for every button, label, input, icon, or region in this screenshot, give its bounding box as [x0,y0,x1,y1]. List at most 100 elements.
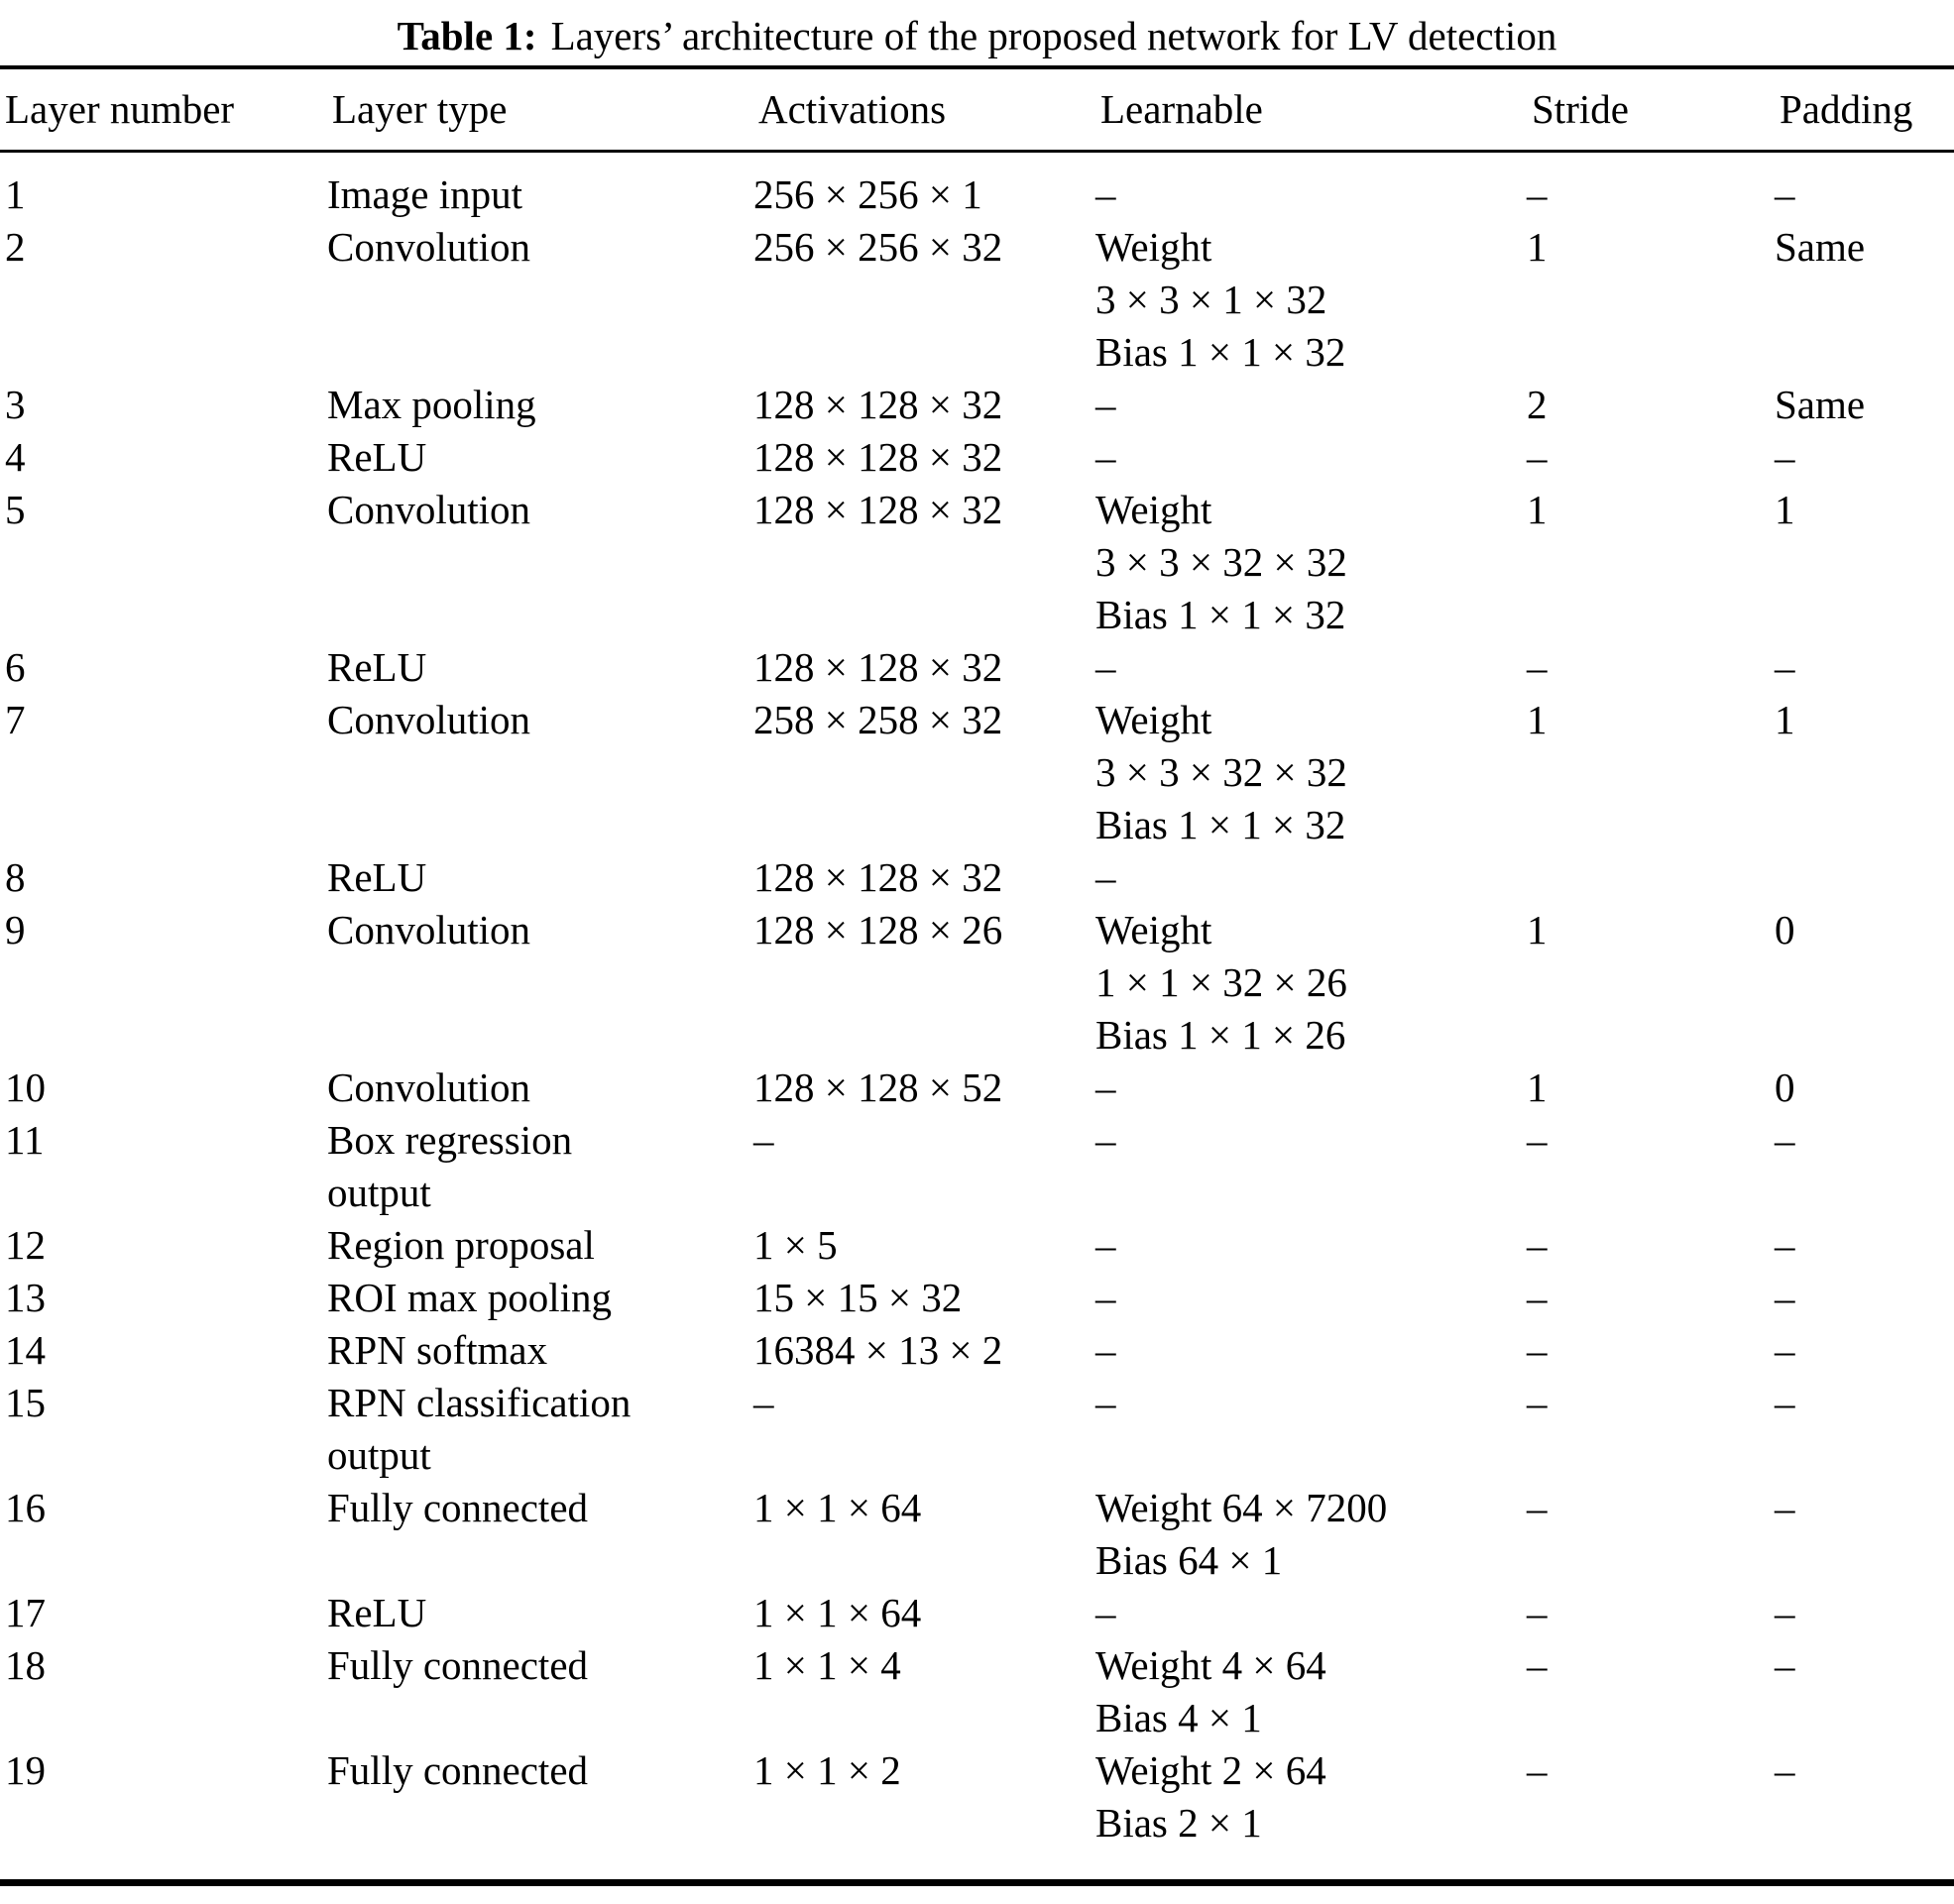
cell-line: 1 × 1 × 64 [753,1590,922,1635]
cell-learnable: Weight 3 × 3 × 32 × 32 Bias 1 × 1 × 32 [1095,694,1527,851]
table-row: 15 RPN classification output – – – – [5,1377,1954,1482]
cell-stride: 2 [1527,382,1548,427]
cell-line: ReLU [327,854,427,900]
table-row: 3 Max pooling 128 × 128 × 32 – 2 Same [5,379,1954,431]
cell-line: output [327,1170,431,1215]
cell-line: 256 × 256 × 1 [753,171,982,217]
cell-stride: – [1527,434,1548,480]
cell-padding: – [1775,1222,1795,1268]
cell-activations: 128 × 128 × 26 [753,904,1095,1062]
table-row: 18 Fully connected 1 × 1 × 4 Weight 4 × … [5,1639,1954,1744]
cell-line: – [1095,1380,1116,1425]
cell-padding: – [1775,1117,1795,1163]
cell-layer-number: 8 [5,854,26,900]
cell-line: Weight 2 × 64 [1095,1747,1326,1793]
cell-layer-number: 5 [5,487,26,532]
cell-stride: 1 [1527,907,1548,952]
cell-line: Convolution [327,487,531,532]
cell-layer-type: Box regression output [327,1114,753,1219]
cell-line: Bias 1 × 1 × 32 [1095,802,1346,847]
cell-layer-number: 7 [5,697,26,742]
cell-line: Convolution [327,1064,531,1110]
cell-layer-number: 18 [5,1642,46,1688]
table-row: 10 Convolution 128 × 128 × 52 – 1 0 [5,1062,1954,1114]
cell-activations: 256 × 256 × 32 [753,221,1095,379]
cell-layer-type: Convolution [327,484,753,641]
cell-layer-number: 2 [5,224,26,270]
cell-stride: 1 [1527,224,1548,270]
cell-stride: – [1527,171,1548,217]
table-row: 5 Convolution 128 × 128 × 32 Weight 3 × 3… [5,484,1954,641]
cell-line: ReLU [327,1590,427,1635]
cell-learnable: – [1095,168,1527,221]
cell-activations: 16384 × 13 × 2 [753,1324,1095,1377]
cell-activations: 128 × 128 × 32 [753,379,1095,431]
table-row: 19 Fully connected 1 × 1 × 2 Weight 2 × … [5,1744,1954,1849]
cell-line: Bias 64 × 1 [1095,1537,1283,1583]
column-header-layer-number: Layer number [5,86,235,132]
cell-activations: 128 × 128 × 32 [753,851,1095,904]
cell-line: 3 × 3 × 32 × 32 [1095,539,1347,585]
cell-learnable: – [1095,1377,1527,1482]
cell-stride: 1 [1527,1064,1548,1110]
table-row: 13 ROI max pooling 15 × 15 × 32 – – – [5,1272,1954,1324]
column-header-learnable: Learnable [1100,86,1263,132]
cell-layer-number: 15 [5,1380,46,1425]
cell-line: 1 × 1 × 2 [753,1747,901,1793]
cell-line: output [327,1432,431,1478]
cell-padding: – [1775,1747,1795,1793]
cell-line: – [1095,854,1116,900]
cell-line: – [1095,644,1116,690]
cell-activations: 128 × 128 × 32 [753,484,1095,641]
cell-layer-type: Fully connected [327,1744,753,1849]
column-header-activations: Activations [758,86,947,132]
cell-line: – [753,1380,774,1425]
cell-layer-number: 16 [5,1485,46,1530]
cell-learnable: Weight 3 × 3 × 32 × 32 Bias 1 × 1 × 32 [1095,484,1527,641]
column-header-layer-type: Layer type [332,86,508,132]
cell-padding: 0 [1775,1064,1795,1110]
cell-line: – [1095,1117,1116,1163]
cell-padding: – [1775,644,1795,690]
cell-stride: – [1527,1642,1548,1688]
table-caption: Table 1: Layers’ architecture of the prop… [0,0,1954,65]
cell-layer-type: Max pooling [327,379,753,431]
table-row: 8 ReLU 128 × 128 × 32 – [5,851,1954,904]
cell-line: 16384 × 13 × 2 [753,1327,1003,1373]
cell-layer-type: ReLU [327,1587,753,1639]
cell-line: 1 × 1 × 4 [753,1642,901,1688]
table-row: 1 Image input 256 × 256 × 1 – – – [5,168,1954,221]
cell-layer-number: 19 [5,1747,46,1793]
cell-padding: 1 [1775,697,1795,742]
cell-padding: 0 [1775,907,1795,952]
cell-activations: 1 × 1 × 64 [753,1482,1095,1587]
cell-line: ReLU [327,644,427,690]
cell-padding: – [1775,1642,1795,1688]
cell-activations: 15 × 15 × 32 [753,1272,1095,1324]
cell-line: Bias 1 × 1 × 26 [1095,1012,1346,1058]
column-header-padding: Padding [1780,86,1913,132]
cell-learnable: Weight 1 × 1 × 32 × 26 Bias 1 × 1 × 26 [1095,904,1527,1062]
cell-learnable: – [1095,431,1527,484]
cell-line: – [1095,434,1116,480]
cell-line: Bias 4 × 1 [1095,1695,1262,1740]
cell-layer-type: Convolution [327,1062,753,1114]
cell-layer-number: 3 [5,382,26,427]
table-row: 2 Convolution 256 × 256 × 32 Weight 3 × 3… [5,221,1954,379]
cell-learnable: Weight 4 × 64 Bias 4 × 1 [1095,1639,1527,1744]
cell-padding: – [1775,1590,1795,1635]
cell-line: ReLU [327,434,427,480]
cell-layer-number: 4 [5,434,26,480]
cell-line: Bias 1 × 1 × 32 [1095,329,1346,375]
cell-activations: 1 × 1 × 4 [753,1639,1095,1744]
table-row: 9 Convolution 128 × 128 × 26 Weight 1 × 1… [5,904,1954,1062]
cell-line: Weight 64 × 7200 [1095,1485,1388,1530]
cell-line: Fully connected [327,1485,589,1530]
cell-layer-number: 12 [5,1222,46,1268]
table-caption-text: Layers’ architecture of the proposed net… [550,13,1557,58]
cell-learnable: Weight 3 × 3 × 1 × 32 Bias 1 × 1 × 32 [1095,221,1527,379]
cell-line: 128 × 128 × 32 [753,382,1003,427]
cell-line: Weight [1095,697,1212,742]
cell-activations: 256 × 256 × 1 [753,168,1095,221]
cell-line: RPN classification [327,1380,632,1425]
